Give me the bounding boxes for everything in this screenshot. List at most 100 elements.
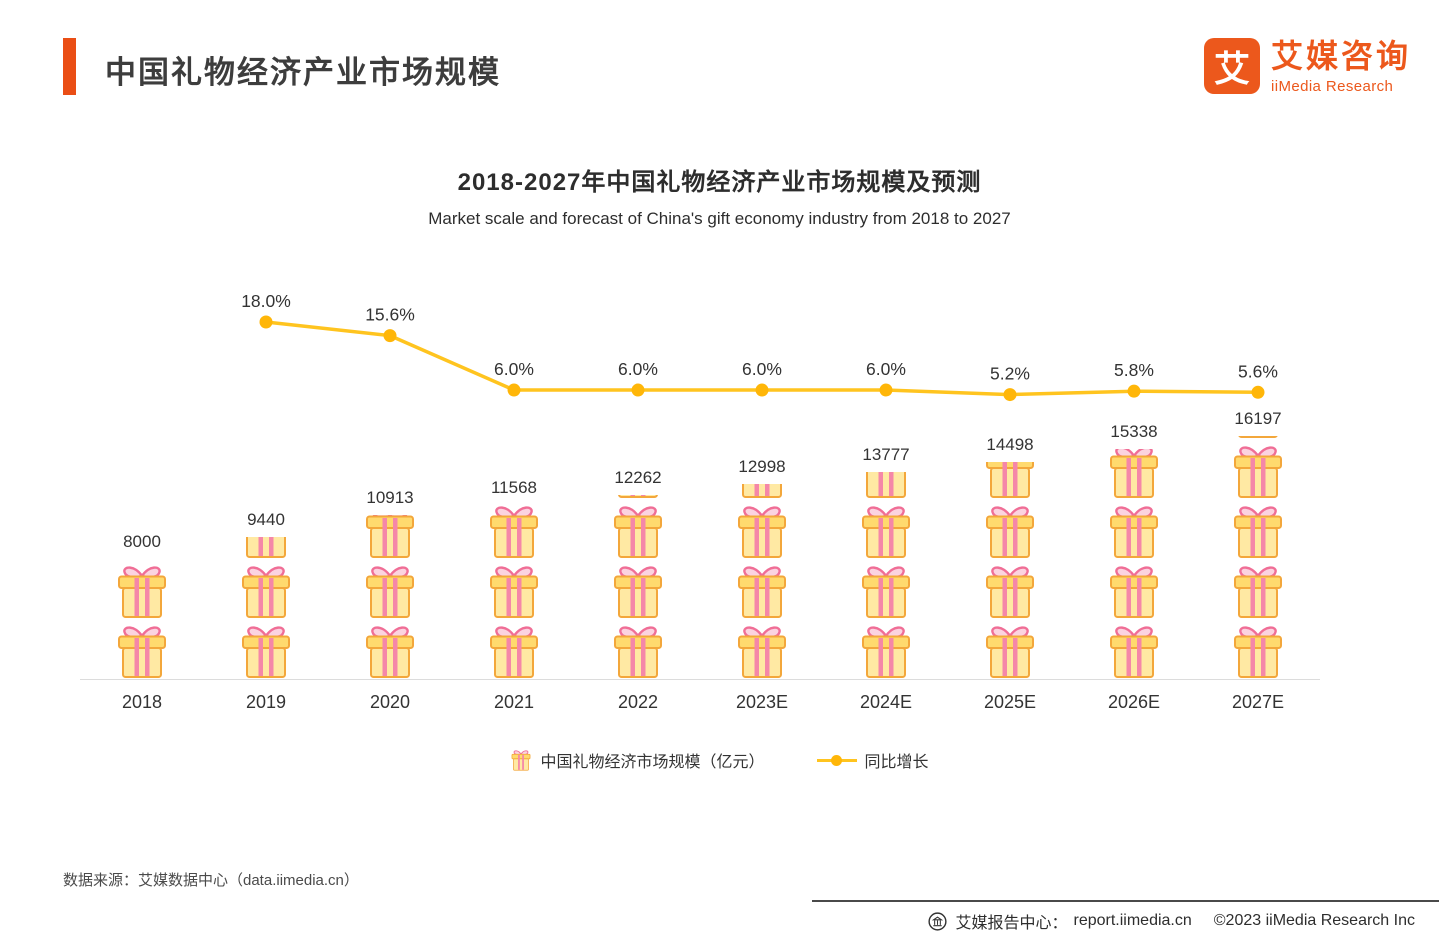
bar-value-label: 8000 <box>123 532 161 551</box>
gift-icon <box>982 503 1038 559</box>
bar-column-2018: 8000 <box>80 270 204 679</box>
gift-bar <box>610 495 666 679</box>
chart-legend: 中国礼物经济市场规模（亿元） 同比增长 <box>0 748 1439 772</box>
gift-icon <box>238 623 294 679</box>
brand-text: 艾媒咨询 iiMedia Research <box>1271 38 1411 95</box>
bar-value-label: 10913 <box>366 488 414 507</box>
gift-icon <box>858 472 914 499</box>
gift-icon <box>610 623 666 679</box>
header: 中国礼物经济产业市场规模 艾 艾媒咨询 iiMedia Research <box>63 38 1411 100</box>
brand-name-en: iiMedia Research <box>1270 77 1394 95</box>
bar-column-2020: 10913 <box>328 270 452 679</box>
report-center-label: 艾媒报告中心： <box>955 915 1068 932</box>
gift-icon <box>1106 563 1162 619</box>
x-axis-label-2026E: 2026E <box>1107 692 1161 712</box>
chart-plot-area: 8000 9440 10913 11568 <box>80 270 1320 680</box>
gift-icon <box>1230 623 1286 679</box>
x-axis-labels: 2018 2019 2020 2021 2022 2023E 2024E 2025E 2026E… <box>80 692 1320 713</box>
x-axis-label-2020: 2020 <box>369 692 411 712</box>
svg-text:6.0%: 6.0% <box>494 359 534 379</box>
gift-icon <box>734 484 790 499</box>
gift-bar <box>238 537 294 679</box>
gift-icon <box>1106 623 1162 679</box>
gift-icon <box>486 623 542 679</box>
legend-growth-label: 同比增长 <box>864 754 929 771</box>
title-accent-bar <box>63 38 76 95</box>
bar-columns: 8000 9440 10913 11568 <box>80 270 1320 679</box>
bottom-bar: 艾媒报告中心： report.iimedia.cn ©2023 iiMedia … <box>812 900 1439 933</box>
x-axis-label-2024E: 2024E <box>859 692 913 712</box>
gift-icon <box>238 563 294 619</box>
gift-icon <box>486 563 542 619</box>
line-marker-icon <box>816 754 857 766</box>
bar-value-label: 16197 <box>1234 409 1282 428</box>
bar-column-2024E: 13777 <box>824 270 948 679</box>
x-axis-label-2023E: 2023E <box>735 692 789 712</box>
svg-text:6.0%: 6.0% <box>742 359 782 379</box>
gift-icon <box>610 503 666 559</box>
gift-bar <box>734 484 790 679</box>
report-center-icon <box>928 911 948 931</box>
growth-line-overlay: 18.0% 15.6% 6.0% 6.0% 6.0% 6.0% 5.2% 5.8% 5.6% <box>241 291 1278 402</box>
bar-value-label: 12998 <box>738 457 786 476</box>
gift-bar <box>114 559 170 679</box>
bar-column-2023E: 12998 <box>700 270 824 679</box>
bar-column-2026E: 15338 <box>1072 270 1196 679</box>
gift-bar <box>486 505 542 679</box>
gift-icon <box>1106 449 1162 499</box>
gift-icon <box>114 623 170 679</box>
gift-icon <box>734 623 790 679</box>
x-axis-label-2022: 2022 <box>617 692 659 712</box>
svg-text:15.6%: 15.6% <box>365 305 415 325</box>
gift-icon <box>486 505 542 559</box>
gift-icon <box>1230 503 1286 559</box>
chart-subtitle: Market scale and forecast of China's gif… <box>428 209 1011 228</box>
gift-icon <box>1106 503 1162 559</box>
svg-text:6.0%: 6.0% <box>618 359 658 379</box>
svg-text:5.6%: 5.6% <box>1238 361 1278 381</box>
bar-value-label: 13777 <box>862 445 910 464</box>
iimedia-logo-icon: 艾 <box>1203 38 1260 94</box>
gift-icon <box>734 503 790 559</box>
brand-name-cn: 艾媒咨询 <box>1270 38 1411 74</box>
gift-icon <box>362 563 418 619</box>
legend-item-growth: 同比增长 <box>816 748 929 772</box>
gift-icon <box>362 515 418 559</box>
bar-value-label: 15338 <box>1110 422 1158 441</box>
legend-item-market-scale: 中国礼物经济市场规模（亿元） <box>510 748 765 772</box>
gift-icon <box>362 623 418 679</box>
data-source-note: 数据来源：艾媒数据中心（data.iimedia.cn） <box>63 872 359 889</box>
gift-icon <box>610 495 666 499</box>
gift-bar <box>362 515 418 679</box>
bar-value-label: 9440 <box>247 510 285 529</box>
gift-icon <box>114 563 170 619</box>
page-title: 中国礼物经济产业市场规模 <box>105 55 501 90</box>
gift-bar <box>1230 436 1286 679</box>
gift-icon <box>610 563 666 619</box>
svg-text:18.0%: 18.0% <box>241 291 291 311</box>
svg-text:6.0%: 6.0% <box>866 359 906 379</box>
gift-bar <box>858 472 914 679</box>
gift-icon <box>238 537 294 559</box>
gift-icon <box>982 462 1038 499</box>
bar-value-label: 12262 <box>614 468 662 487</box>
x-axis-label-2018: 2018 <box>121 692 163 712</box>
gift-bar <box>1106 449 1162 679</box>
gift-icon <box>1230 443 1286 499</box>
gift-icon <box>858 503 914 559</box>
report-center-url: report.iimedia.cn <box>1073 912 1192 929</box>
bar-column-2021: 11568 <box>452 270 576 679</box>
bar-column-2025E: 14498 <box>948 270 1072 679</box>
svg-text:5.8%: 5.8% <box>1114 360 1154 380</box>
bar-value-label: 11568 <box>490 478 537 497</box>
bar-column-2019: 9440 <box>204 270 328 679</box>
chart-title: 2018-2027年中国礼物经济产业市场规模及预测 <box>457 169 982 196</box>
gift-icon <box>858 563 914 619</box>
gift-icon <box>982 563 1038 619</box>
x-axis-label-2019: 2019 <box>245 692 287 712</box>
gift-icon <box>510 749 532 771</box>
x-axis-label-2027E: 2027E <box>1231 692 1285 712</box>
gift-icon <box>982 623 1038 679</box>
legend-market-scale-label: 中国礼物经济市场规模（亿元） <box>540 754 765 771</box>
bar-value-label: 14498 <box>986 435 1034 454</box>
